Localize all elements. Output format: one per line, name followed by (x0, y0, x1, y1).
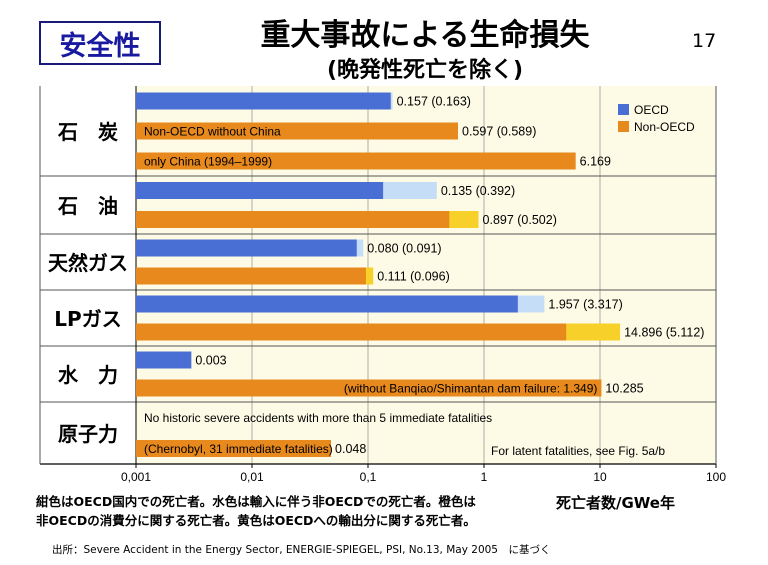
x-tick-label: 10 (593, 470, 607, 484)
x-tick-label: 0,1 (360, 470, 377, 484)
legend-swatch (618, 104, 629, 115)
bar-non-oecd (136, 379, 602, 397)
legend-swatch (618, 121, 629, 132)
topic-badge: 安全性 (39, 21, 161, 65)
color-note-line-1: 紺色はOECD国内での死亡者。水色は輸入に伴う非OECDでの死亡者。橙色は (36, 494, 476, 509)
bar-oecd (136, 351, 192, 369)
slide-subtitle: (晩発性死亡を除く) (326, 58, 524, 83)
slide-title: 重大事故による生命損失 (260, 18, 590, 53)
x-tick-label: 0,01 (240, 470, 264, 484)
page-number: 17 (692, 30, 717, 52)
category-label: 石 油 (57, 194, 118, 218)
bar-value-label: 6.169 (580, 155, 611, 169)
category-label: 天然ガス (48, 251, 128, 275)
category-column (40, 86, 136, 464)
bar-value-label: 0.080 (0.091) (367, 242, 441, 256)
bar-inner-label: only China (1994–1999) (144, 155, 272, 169)
legend-label: OECD (634, 103, 669, 117)
bar-value-label: 0.048 (335, 442, 366, 456)
category-label: 水 力 (58, 363, 118, 387)
bar-oecd (136, 239, 357, 257)
bar-value-label: 0.111 (0.096) (377, 270, 450, 284)
bar-value-label: 1.957 (3.317) (548, 298, 622, 312)
bar-value-label: 0.157 (0.163) (397, 95, 471, 109)
x-tick-label: 1 (481, 470, 488, 484)
category-label: LPガス (54, 307, 121, 331)
bar-inner-label: (without Banqiao/Shimantan dam failure: … (344, 382, 597, 396)
x-axis-title: 死亡者数/GWe年 (556, 494, 675, 512)
bar-value-label: 14.896 (5.112) (624, 326, 704, 340)
source-citation: 出所：Severe Accident in the Energy Sector,… (52, 544, 551, 556)
bar-non-oecd (136, 122, 459, 140)
bar-oecd (136, 295, 518, 313)
bar-value-label: 10.285 (605, 382, 643, 396)
bar-oecd (136, 92, 391, 110)
bar-value-label: 0.897 (0.502) (483, 213, 557, 227)
bar-non-oecd (136, 152, 576, 170)
category-label: 原子力 (58, 422, 118, 446)
category-label: 石 炭 (57, 120, 118, 144)
bar-value-label: 0.003 (195, 354, 226, 368)
bar-inner-label: Non-OECD without China (144, 125, 281, 139)
legend-label: Non-OECD (634, 120, 695, 134)
bar-oecd (136, 182, 384, 199)
x-tick-label: 0,001 (121, 470, 151, 484)
bar-value-label: 0.597 (0.589) (462, 125, 536, 139)
bar-value-label: 0.135 (0.392) (441, 184, 515, 198)
color-note-line-2: 非OECDの消費分に関する死亡者。黄色はOECDへの輸出分に関する死亡者。 (36, 513, 476, 528)
bar-inner-label: (Chernobyl, 31 immediate fatalities) (144, 442, 333, 456)
latent-fatalities-note: For latent fatalities, see Fig. 5a/b (491, 444, 665, 458)
bar-inner-label: No historic severe accidents with more t… (144, 411, 492, 425)
x-tick-label: 100 (706, 470, 726, 484)
bar-non-oecd (136, 323, 567, 341)
bar-non-oecd (136, 440, 332, 457)
bar-non-oecd (136, 211, 450, 228)
bar-non-oecd (136, 267, 366, 285)
